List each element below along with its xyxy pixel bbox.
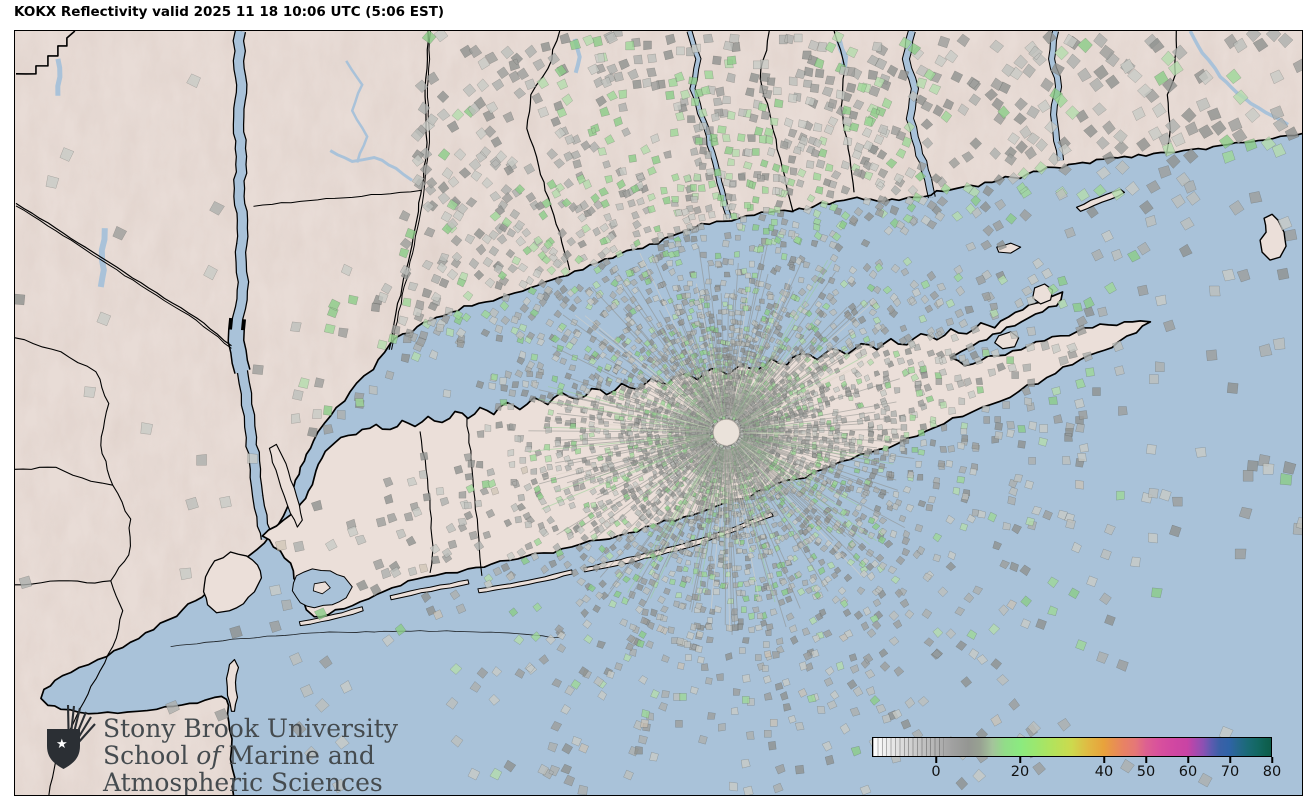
- colorbar-tick: [1271, 757, 1273, 763]
- colorbar-tick-label: 70: [1220, 764, 1240, 780]
- colorbar-tick: [1187, 757, 1189, 763]
- colorbar-tick-label: 60: [1178, 764, 1198, 780]
- colorbar-tick-label: 0: [931, 764, 941, 780]
- stonybrook-logo: ★ Stony Brook University School of Marin…: [45, 703, 398, 796]
- colorbar-tick-label: 50: [1136, 764, 1156, 780]
- colorbar-tick: [1229, 757, 1231, 763]
- logo-line3: Atmospheric Sciences: [103, 768, 383, 796]
- colorbar-gradient: [872, 737, 1272, 757]
- reflectivity-colorbar: 0 20 40 50 60 70 80: [872, 737, 1281, 785]
- page-title: KOKX Reflectivity valid 2025 11 18 10:06…: [14, 4, 445, 20]
- colorbar-tick: [1019, 757, 1021, 763]
- logo-text: Stony Brook University School of Marine …: [103, 714, 398, 796]
- radar-map: ★ Stony Brook University School of Marin…: [14, 30, 1303, 796]
- university-shield-icon: ★: [47, 704, 96, 769]
- colorbar-tick-label: 80: [1262, 764, 1282, 780]
- shield-shape: [47, 729, 80, 769]
- colorbar-tick: [1145, 757, 1147, 763]
- logo-line1: Stony Brook University: [103, 714, 398, 743]
- colorbar-tick: [1103, 757, 1105, 763]
- map-canvas: [15, 31, 1302, 795]
- colorbar-tick-label: 40: [1094, 764, 1114, 780]
- colorbar-tick-label: 20: [1010, 764, 1030, 780]
- logo-line2: School of Marine and: [103, 741, 375, 770]
- colorbar-tick: [935, 757, 937, 763]
- shield-star: ★: [56, 737, 68, 752]
- colorbar-segment-lines: [873, 738, 944, 756]
